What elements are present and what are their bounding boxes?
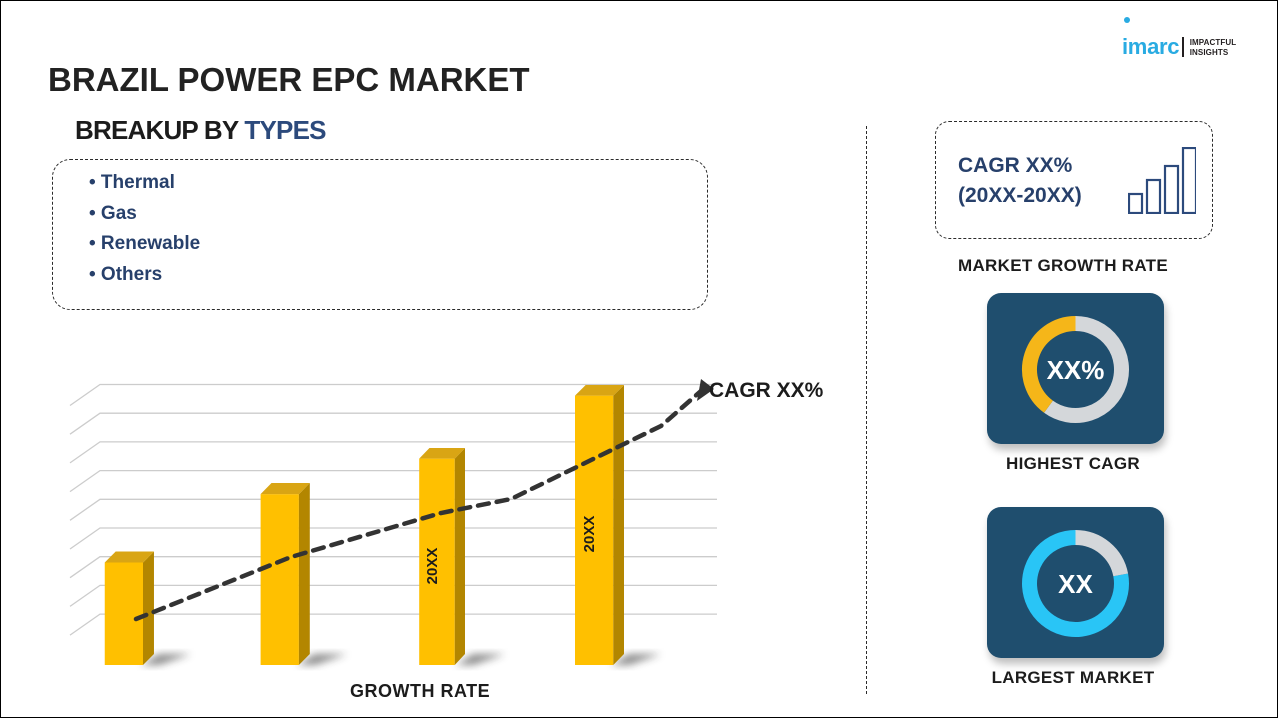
svg-text:20XX: 20XX (424, 548, 441, 585)
svg-text:20XX: 20XX (581, 516, 598, 553)
svg-text:XX: XX (1058, 569, 1093, 599)
svg-text:XX%: XX% (1047, 355, 1105, 385)
